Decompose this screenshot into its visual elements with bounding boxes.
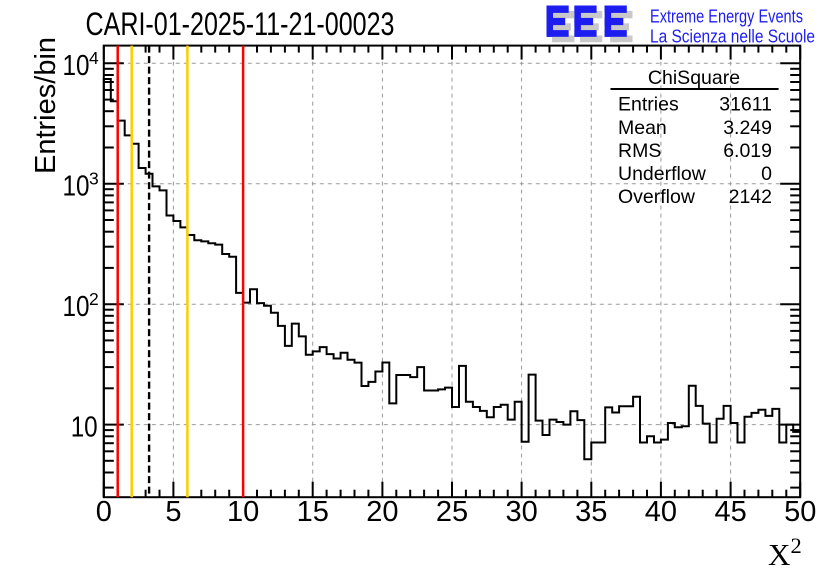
svg-text:50: 50 [784,496,816,528]
svg-text:RMS: RMS [618,140,661,162]
svg-text:ChiSquare: ChiSquare [648,67,740,89]
svg-text:Mean: Mean [618,117,667,139]
svg-text:2142: 2142 [729,186,772,208]
svg-text:6.019: 6.019 [723,140,772,162]
svg-text:2: 2 [791,533,802,558]
svg-text:Overflow: Overflow [618,186,696,208]
svg-text:X: X [768,537,790,572]
svg-text:30: 30 [505,496,537,528]
svg-text:45: 45 [714,496,746,528]
svg-text:10: 10 [63,171,90,203]
svg-text:10: 10 [63,50,90,82]
svg-text:4: 4 [89,48,99,68]
svg-text:31611: 31611 [719,94,772,116]
svg-text:40: 40 [645,496,677,528]
svg-text:Entries/bin: Entries/bin [30,37,62,174]
svg-text:0: 0 [761,163,772,185]
svg-text:35: 35 [575,496,607,528]
svg-text:3: 3 [89,169,99,189]
svg-text:10: 10 [63,291,90,323]
svg-text:15: 15 [297,496,329,528]
svg-text:La Scienza nelle Scuole: La Scienza nelle Scuole [650,26,815,47]
svg-text:25: 25 [436,496,468,528]
svg-text:3.249: 3.249 [723,117,772,139]
svg-text:Entries: Entries [618,94,679,116]
svg-text:Extreme Energy Events: Extreme Energy Events [650,6,803,27]
svg-text:2: 2 [89,289,99,309]
svg-text:5: 5 [165,496,181,528]
svg-text:Underflow: Underflow [618,163,707,185]
svg-text:20: 20 [366,496,398,528]
svg-text:CARI-01-2025-11-21-00023: CARI-01-2025-11-21-00023 [86,6,395,42]
svg-text:10: 10 [227,496,259,528]
svg-text:10: 10 [71,411,98,443]
svg-text:0: 0 [96,496,112,528]
